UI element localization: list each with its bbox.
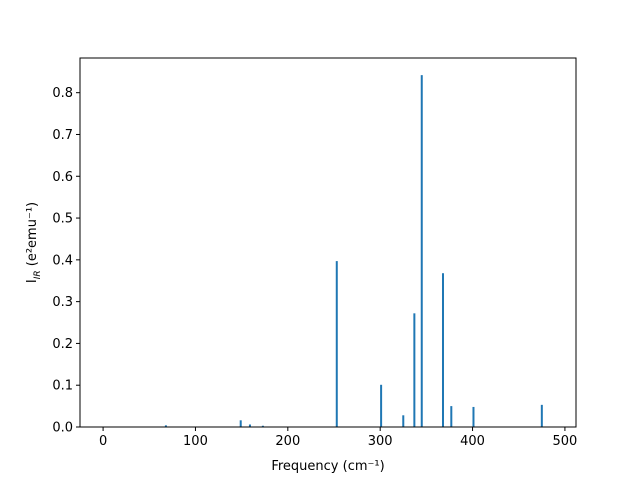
y-ticks-group: 0.0 0.1 0.2 0.3 0.4 0.5 0.6 0.7 0.8 (52, 86, 80, 436)
bar (413, 313, 416, 427)
x-tick-label: 100 (183, 434, 208, 449)
bar (239, 420, 242, 427)
bar (540, 404, 543, 427)
bar (472, 406, 475, 427)
y-tick-label: 0.1 (52, 379, 73, 394)
bar (402, 415, 405, 427)
x-tick-label: 0 (99, 434, 107, 449)
y-tick-label: 0.5 (52, 212, 73, 227)
y-tick-label: 0.3 (52, 295, 73, 310)
y-tick-label: 0.7 (52, 128, 73, 143)
bar (248, 424, 251, 427)
bar (441, 273, 444, 427)
y-tick-label: 0.0 (52, 421, 73, 436)
bar (335, 261, 338, 427)
bar (450, 406, 453, 427)
y-axis-label: IIR (e²emu⁻¹) (25, 202, 43, 283)
bar (164, 425, 167, 427)
bars-group (164, 75, 543, 428)
x-tick-label: 400 (460, 434, 485, 449)
y-tick-label: 0.6 (52, 170, 73, 185)
x-ticks-group: 0 100 200 300 400 500 (99, 427, 577, 449)
x-tick-label: 200 (275, 434, 300, 449)
y-axis-label-units: (e²emu⁻¹) (25, 202, 40, 270)
y-tick-label: 0.2 (52, 337, 73, 352)
axes-frame (79, 57, 577, 428)
bar (380, 384, 383, 427)
y-tick-label: 0.4 (52, 253, 73, 268)
bar (420, 75, 423, 427)
bar (261, 425, 264, 427)
x-tick-label: 300 (368, 434, 393, 449)
y-axis-label-main: I (25, 279, 40, 283)
x-tick-label: 500 (553, 434, 578, 449)
y-tick-label: 0.8 (52, 86, 73, 101)
x-axis-label: Frequency (cm⁻¹) (271, 459, 384, 474)
y-axis-label-subscript: IR (33, 270, 43, 279)
